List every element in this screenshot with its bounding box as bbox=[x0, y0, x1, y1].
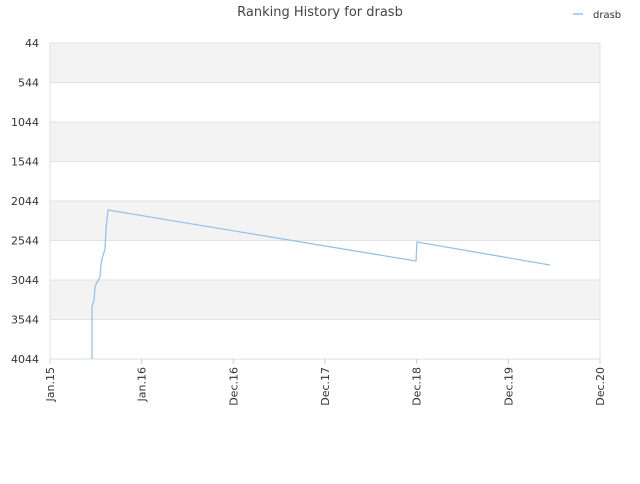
grid-band bbox=[50, 122, 600, 162]
x-tick-label: Dec.19 bbox=[502, 367, 515, 406]
y-tick-label: 1044 bbox=[11, 116, 39, 129]
y-tick-label: 3044 bbox=[11, 274, 39, 287]
legend-label: drasb bbox=[593, 10, 621, 21]
chart-title: Ranking History for drasb bbox=[237, 5, 403, 20]
y-tick-label: 3544 bbox=[11, 314, 39, 327]
x-tick-label: Dec.16 bbox=[227, 367, 240, 406]
grid-band bbox=[50, 201, 600, 241]
x-tick-label: Dec.17 bbox=[319, 367, 332, 406]
x-tick-label: Dec.20 bbox=[594, 367, 607, 406]
y-tick-label: 2044 bbox=[11, 195, 39, 208]
y-tick-label: 1544 bbox=[11, 156, 39, 169]
y-tick-label: 44 bbox=[25, 37, 39, 50]
y-tick-label: 4044 bbox=[11, 353, 39, 366]
grid-band bbox=[50, 280, 600, 320]
x-tick-label: Jan.16 bbox=[136, 367, 149, 402]
series-line bbox=[91, 209, 551, 359]
grid-band bbox=[50, 43, 600, 83]
x-tick-label: Jan.15 bbox=[44, 367, 57, 402]
x-tick-label: Dec.18 bbox=[411, 367, 424, 406]
y-tick-label: 2544 bbox=[11, 235, 39, 248]
y-tick-label: 544 bbox=[18, 77, 39, 90]
